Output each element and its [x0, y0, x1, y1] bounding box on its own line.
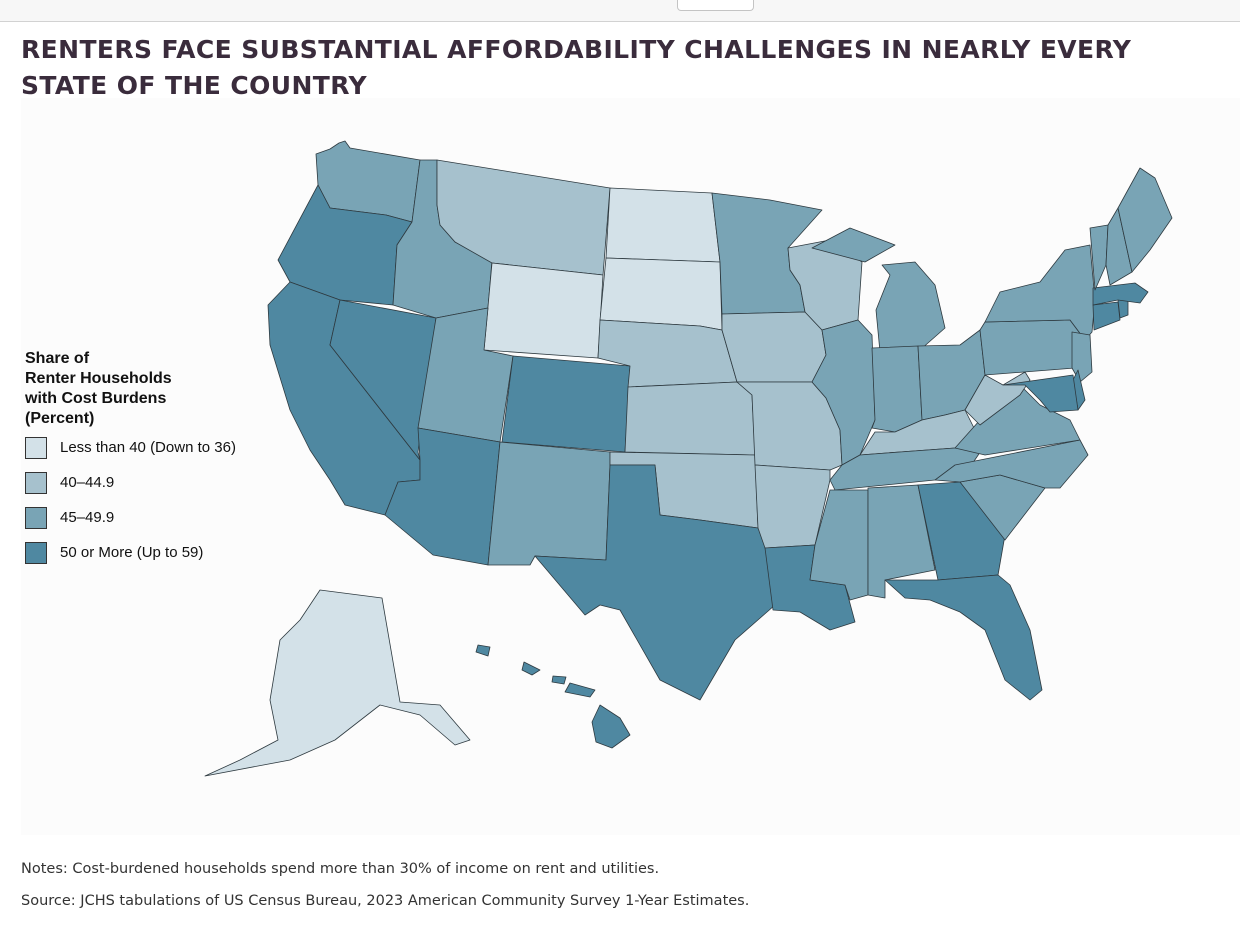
- state-nj[interactable]: [1071, 331, 1093, 383]
- legend-title: Share of Renter Households with Cost Bur…: [25, 349, 225, 429]
- state-co[interactable]: [501, 355, 631, 453]
- state-nm[interactable]: [487, 441, 611, 566]
- legend-label: 40–44.9: [60, 474, 115, 491]
- legend-title-line: Renter Households: [25, 370, 172, 387]
- state-hi[interactable]: [475, 644, 631, 749]
- legend-swatch: [25, 507, 47, 529]
- source-text: Source: JCHS tabulations of US Census Bu…: [21, 893, 750, 909]
- us-map: [204, 140, 1173, 777]
- legend-swatch: [25, 472, 47, 494]
- legend-item: 45–49.9: [25, 507, 285, 542]
- legend-swatch: [25, 437, 47, 459]
- legend-label: 50 or More (Up to 59): [60, 544, 204, 561]
- state-in[interactable]: [871, 345, 923, 433]
- state-ga[interactable]: [917, 481, 1006, 581]
- state-ak[interactable]: [204, 589, 471, 777]
- legend-label: 45–49.9: [60, 509, 115, 526]
- top-tab[interactable]: [677, 0, 754, 11]
- state-pa[interactable]: [979, 319, 1086, 376]
- state-ct[interactable]: [1092, 301, 1121, 331]
- legend-label: Less than 40 (Down to 36): [60, 439, 236, 456]
- legend-title-line: (Percent): [25, 410, 95, 427]
- state-wy[interactable]: [483, 262, 604, 359]
- state-ny[interactable]: [984, 244, 1096, 341]
- legend: Share of Renter Households with Cost Bur…: [25, 349, 285, 577]
- legend-item: 40–44.9: [25, 472, 285, 507]
- state-fl[interactable]: [884, 574, 1043, 701]
- legend-item: Less than 40 (Down to 36): [25, 437, 285, 472]
- state-me[interactable]: [1117, 167, 1173, 273]
- state-tx[interactable]: [534, 464, 776, 701]
- state-sd[interactable]: [599, 257, 723, 331]
- state-ma[interactable]: [1092, 282, 1149, 306]
- state-nd[interactable]: [605, 187, 721, 263]
- top-bar: [0, 0, 1240, 22]
- legend-item: 50 or More (Up to 59): [25, 542, 285, 577]
- state-ri[interactable]: [1117, 298, 1129, 319]
- notes-text: Notes: Cost-burdened households spend mo…: [21, 861, 660, 877]
- state-ks[interactable]: [624, 381, 756, 456]
- legend-swatch: [25, 542, 47, 564]
- state-nv[interactable]: [329, 299, 437, 461]
- map-panel: Share of Renter Households with Cost Bur…: [21, 98, 1240, 835]
- state-tn[interactable]: [829, 444, 986, 491]
- state-ia[interactable]: [721, 311, 827, 383]
- legend-title-line: Share of: [25, 350, 90, 367]
- legend-title-line: with Cost Burdens: [25, 390, 167, 407]
- state-nh[interactable]: [1105, 207, 1133, 286]
- state-nc[interactable]: [934, 439, 1089, 489]
- state-md[interactable]: [1002, 374, 1079, 413]
- map-title: RENTERS FACE SUBSTANTIAL AFFORDABILITY C…: [21, 35, 1132, 100]
